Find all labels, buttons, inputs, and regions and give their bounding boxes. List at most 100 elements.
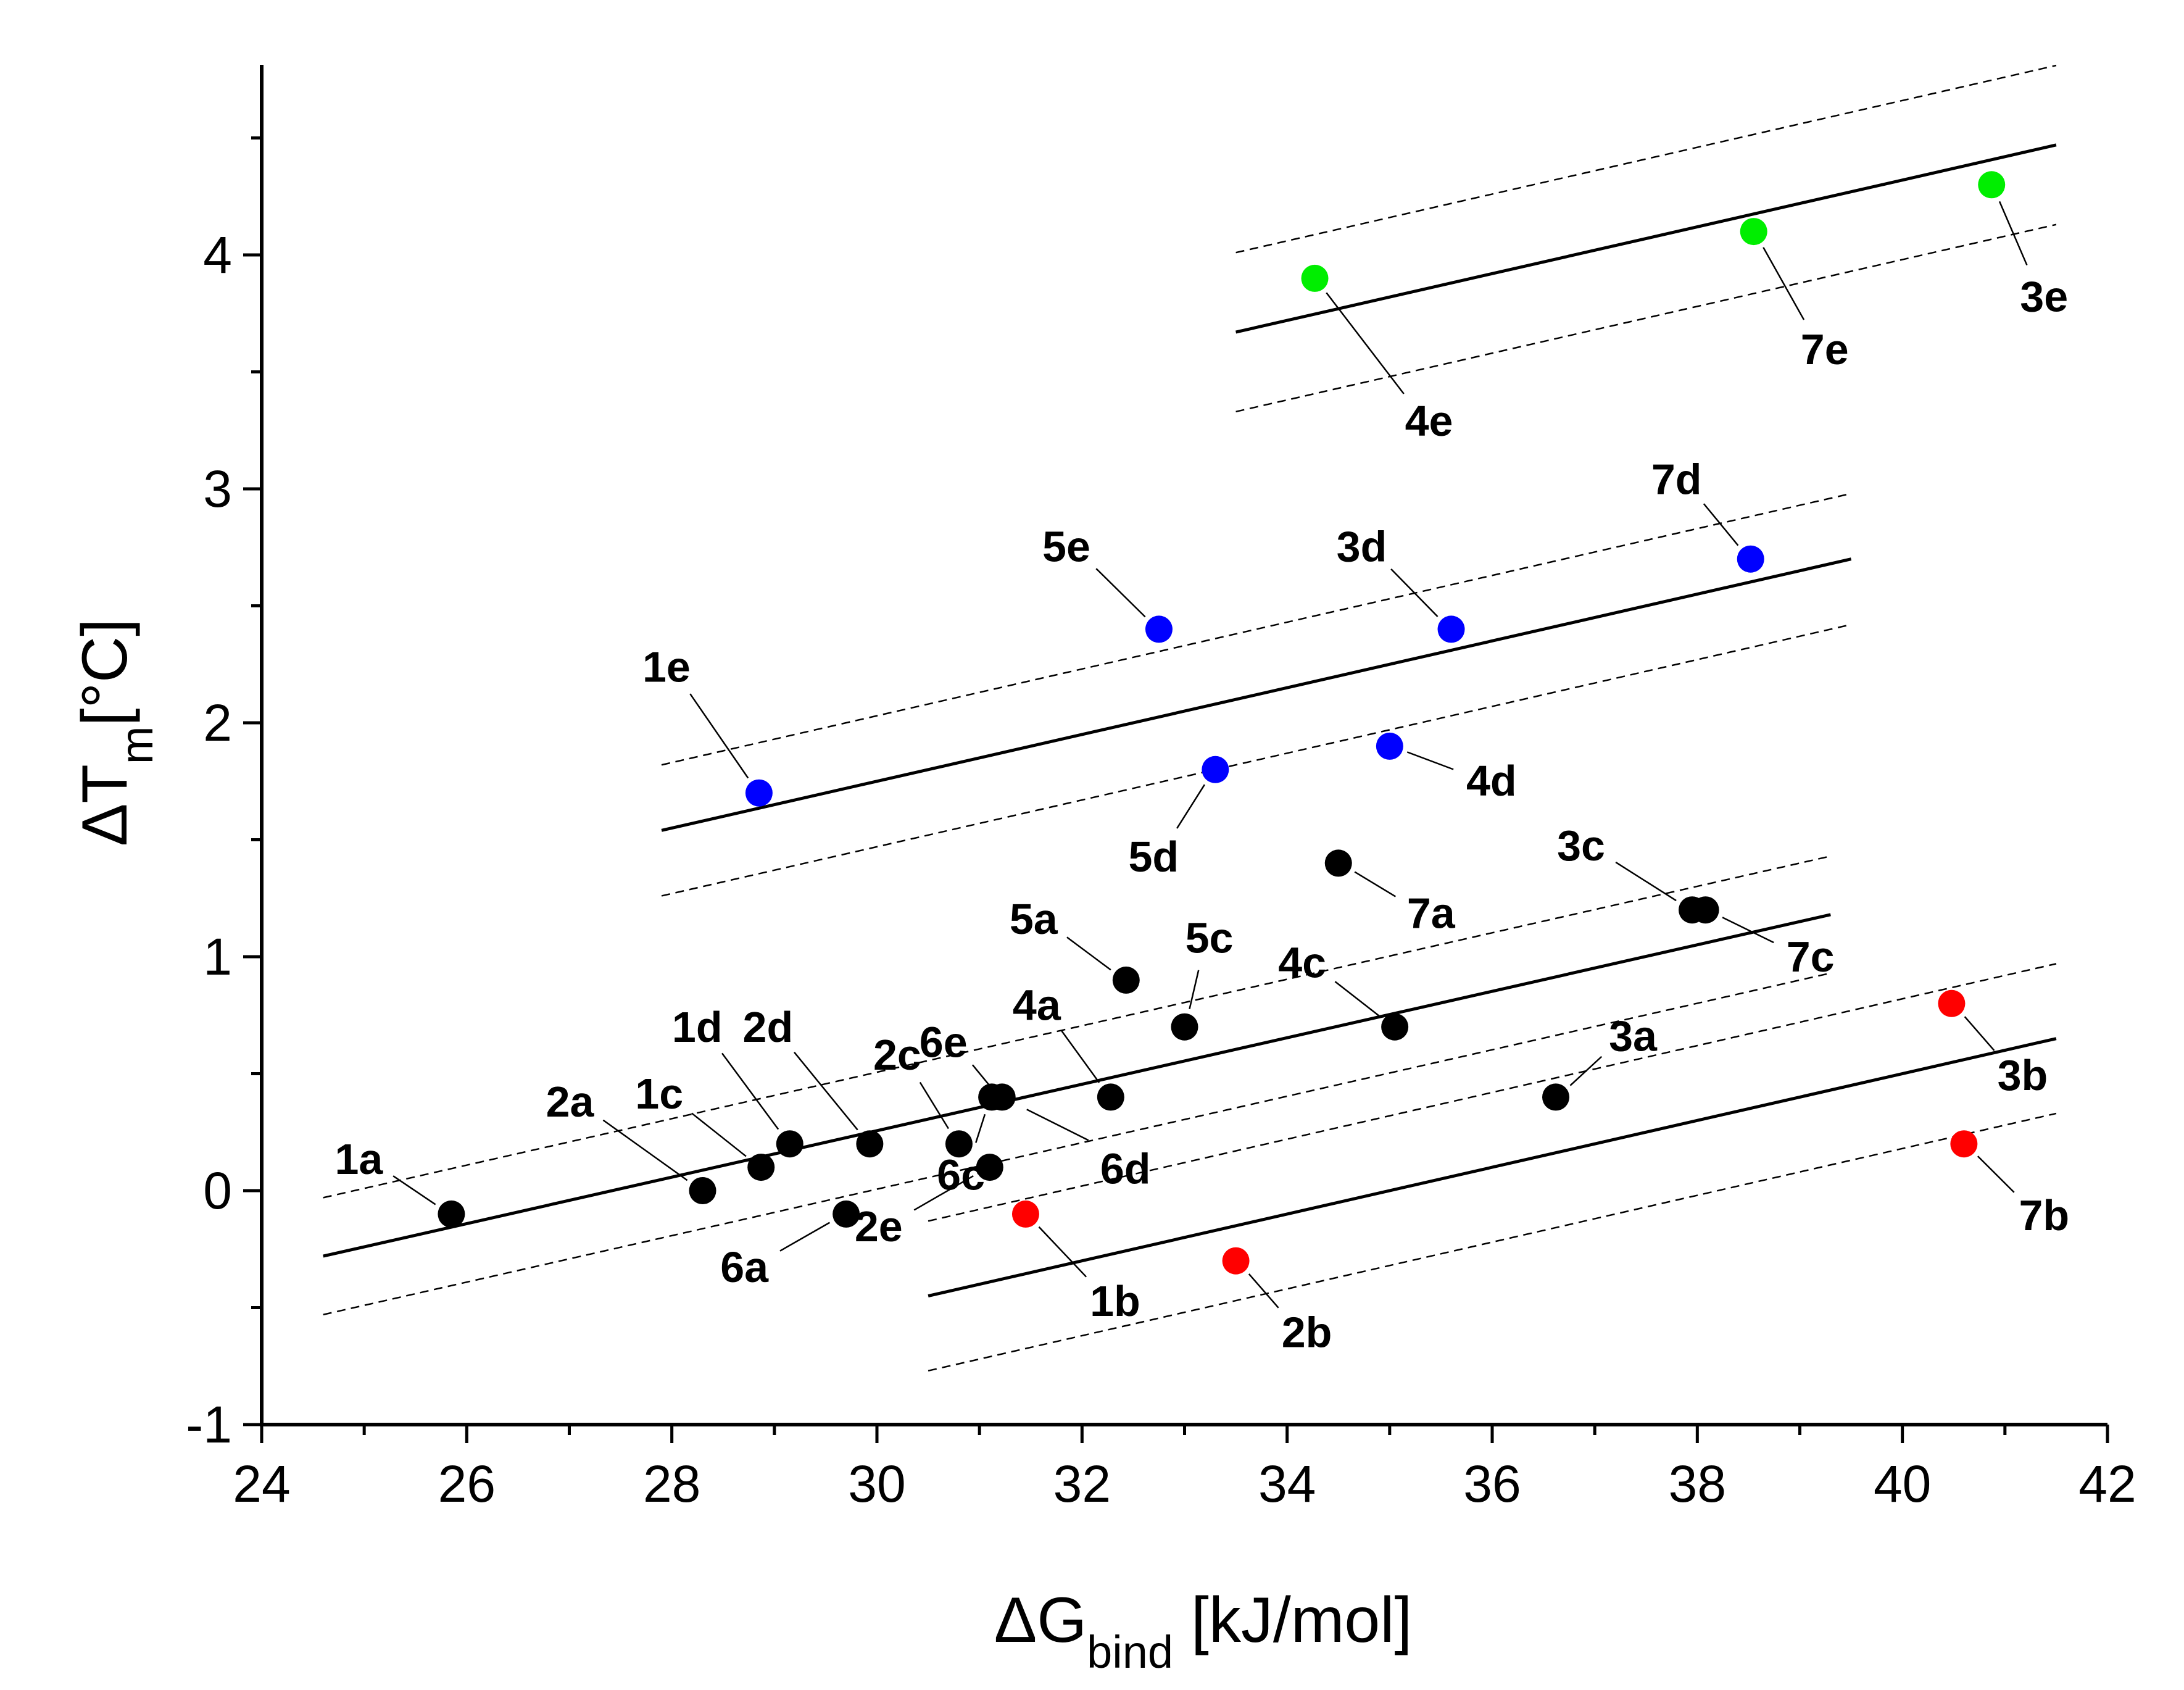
- point-4c: [1381, 1013, 1409, 1041]
- point-label-3a: 3a: [1609, 1012, 1658, 1060]
- leader-line-6a: [779, 1222, 831, 1252]
- leader-line-2e: [913, 1175, 974, 1211]
- point-label-7c: 7c: [1787, 933, 1835, 981]
- point-label-4a: 4a: [1013, 981, 1061, 1029]
- leader-line-5d: [1176, 784, 1205, 829]
- point-labels-layer: 1a 2a 1c 1d 2d 6a 2c 2e 6c 6e 4a 5a 5c 4c 7a 3a 3c 7c 1e 5e…: [334, 272, 2069, 1356]
- blue-fit-band: [661, 493, 1851, 766]
- leader-line-7c: [1722, 917, 1774, 944]
- point-label-7d: 7d: [1651, 456, 1702, 504]
- leader-line-2d: [794, 1051, 858, 1131]
- leader-line-1d: [721, 1052, 779, 1130]
- point-2e: [976, 1154, 1003, 1181]
- leader-line-4a: [1061, 1030, 1100, 1083]
- point-5a: [1112, 966, 1140, 994]
- x-tick-label: 30: [848, 1455, 905, 1513]
- point-4d: [1376, 732, 1403, 760]
- point-6e: [988, 1083, 1016, 1111]
- y-tick-label: 2: [203, 694, 232, 752]
- point-label-7e: 7e: [1801, 325, 1849, 373]
- point-5d: [1202, 756, 1229, 783]
- point-label-6d: 6d: [1100, 1144, 1151, 1193]
- point-label-5d: 5d: [1128, 833, 1179, 881]
- point-label-1e: 1e: [642, 643, 691, 691]
- y-tick-label: 3: [203, 460, 232, 518]
- leader-line-4e: [1326, 292, 1405, 394]
- x-tick-label: 34: [1258, 1455, 1316, 1513]
- leader-line-5a: [1066, 936, 1111, 971]
- leader-line-3d: [1390, 568, 1439, 617]
- green-fit-line: [1235, 143, 2057, 334]
- point-label-2a: 2a: [546, 1078, 595, 1126]
- leader-line-3b: [1964, 1016, 1995, 1051]
- point-label-3d: 3d: [1337, 522, 1387, 570]
- point-3e: [1978, 171, 2006, 199]
- point-2b: [1222, 1247, 1250, 1275]
- point-label-3e: 3e: [2020, 272, 2068, 320]
- y-tick-label: 4: [203, 226, 232, 284]
- point-label-7b: 7b: [2019, 1191, 2070, 1239]
- red-fit-band: [928, 963, 2057, 1222]
- leader-line-2c: [919, 1081, 949, 1130]
- point-5e: [1145, 615, 1173, 643]
- y-tick-label: -1: [186, 1396, 232, 1454]
- point-6a: [832, 1200, 860, 1228]
- point-1a: [438, 1200, 465, 1228]
- red-fit-band: [928, 1112, 2057, 1372]
- point-1e: [745, 779, 773, 807]
- x-tick-label: 26: [438, 1455, 496, 1513]
- leader-line-5e: [1095, 568, 1146, 618]
- point-2a: [689, 1177, 716, 1204]
- leader-line-5c: [1189, 970, 1200, 1010]
- point-label-3b: 3b: [1998, 1051, 2048, 1099]
- point-label-6c: 6c: [937, 1151, 985, 1199]
- point-label-1a: 1a: [334, 1135, 383, 1183]
- point-label-1b: 1b: [1090, 1277, 1140, 1325]
- leader-lines-layer: [392, 201, 2028, 1309]
- x-tick-label: 28: [643, 1455, 700, 1513]
- green-fit-band: [1235, 223, 2057, 413]
- point-label-1c: 1c: [635, 1070, 683, 1118]
- leader-line-1a: [392, 1175, 436, 1205]
- leader-line-7d: [1703, 503, 1739, 546]
- point-2d: [856, 1130, 884, 1158]
- point-1b: [1011, 1200, 1039, 1228]
- x-tick-label: 24: [233, 1455, 290, 1513]
- point-5c: [1171, 1013, 1198, 1041]
- y-tick-label: 1: [203, 928, 232, 986]
- point-label-2c: 2c: [873, 1031, 921, 1079]
- point-label-5c: 5c: [1185, 914, 1234, 962]
- point-7a: [1324, 849, 1352, 877]
- green-fit-band: [1235, 64, 2057, 254]
- point-3a: [1542, 1083, 1570, 1111]
- black-fit-line: [323, 913, 1831, 1258]
- leader-line-6c: [975, 1113, 986, 1143]
- black-fit-band: [323, 855, 1831, 1199]
- point-label-2e: 2e: [855, 1202, 903, 1251]
- point-1d: [776, 1130, 803, 1158]
- blue-fit-band: [661, 623, 1851, 897]
- leader-line-7a: [1354, 871, 1397, 897]
- point-4a: [1097, 1083, 1124, 1111]
- fit-lines-layer: [323, 64, 2057, 1372]
- leader-line-7b: [1977, 1155, 2015, 1193]
- leader-line-1e: [689, 693, 749, 779]
- point-3b: [1938, 989, 1966, 1017]
- point-1c: [747, 1154, 775, 1181]
- x-tick-label: 36: [1463, 1455, 1521, 1513]
- x-tick-label: 42: [2078, 1455, 2136, 1513]
- leader-line-1b: [1038, 1226, 1087, 1278]
- point-label-6a: 6a: [720, 1243, 769, 1291]
- point-label-5e: 5e: [1042, 522, 1090, 570]
- leader-line-4c: [1334, 981, 1381, 1017]
- blue-fit-line: [661, 557, 1852, 832]
- leader-line-1c: [691, 1112, 747, 1157]
- point-7e: [1740, 218, 1767, 246]
- point-7c: [1692, 896, 1719, 924]
- point-label-3c: 3c: [1557, 822, 1605, 870]
- y-axis-title: ΔTm[°C]: [69, 618, 162, 846]
- leader-line-2b: [1248, 1273, 1279, 1309]
- leader-line-6e: [971, 1064, 989, 1085]
